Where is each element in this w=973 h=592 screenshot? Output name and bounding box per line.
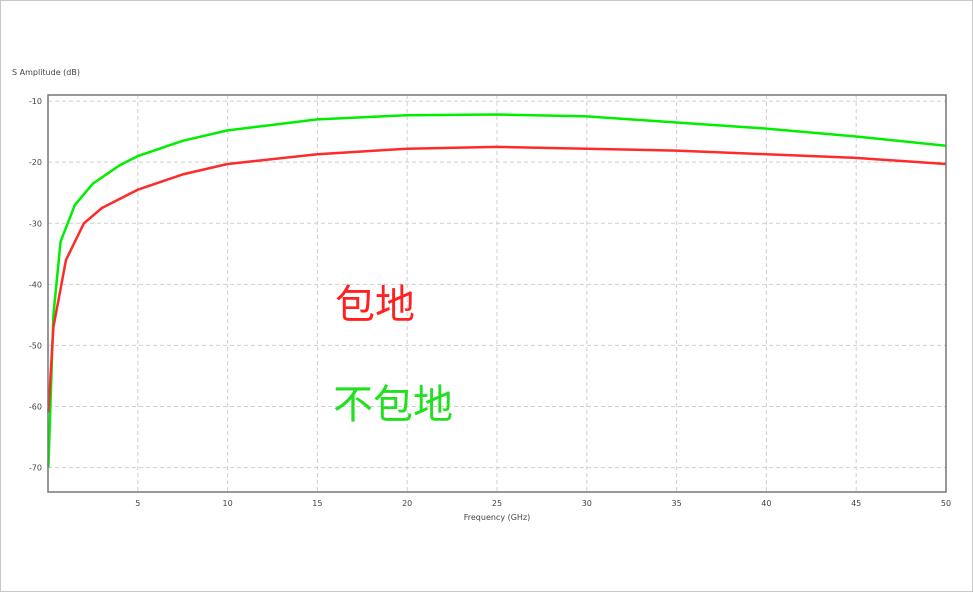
plot-area-border — [47, 94, 947, 493]
y-tick-label: -10 — [29, 97, 42, 106]
y-axis-label: S Amplitude (dB) — [12, 68, 80, 77]
annotation-ungrounded: 不包地 — [333, 382, 453, 428]
x-tick-label: 35 — [672, 499, 682, 508]
x-tick-label: 40 — [761, 499, 771, 508]
y-tick-label: -50 — [29, 341, 42, 350]
x-tick-label: 15 — [312, 499, 322, 508]
series-line-grounded — [47, 145, 947, 413]
x-tick-label: 50 — [941, 499, 951, 508]
y-tick-label: -40 — [29, 280, 42, 289]
x-tick-label: 30 — [582, 499, 592, 508]
y-tick-label: -60 — [29, 402, 42, 411]
annotation-grounded: 包地 — [335, 282, 415, 328]
x-axis-label: Frequency (GHz) — [464, 513, 531, 522]
y-tick-label: -30 — [29, 219, 42, 228]
x-tick-label: 20 — [402, 499, 412, 508]
series-line-ungrounded — [47, 113, 947, 468]
x-tick-label: 5 — [135, 499, 140, 508]
x-tick-label: 45 — [851, 499, 861, 508]
x-tick-label: 10 — [223, 499, 233, 508]
x-tick-label: 25 — [492, 499, 502, 508]
y-tick-label: -70 — [29, 464, 42, 473]
y-tick-label: -20 — [29, 158, 42, 167]
